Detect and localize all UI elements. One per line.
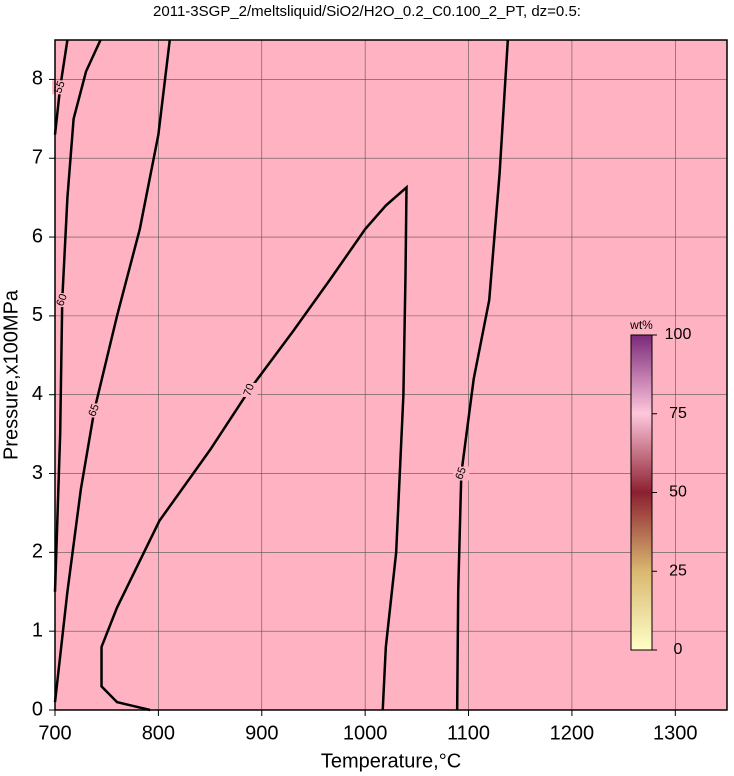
x-tick-label: 1200 (550, 722, 595, 744)
x-tick-label: 900 (245, 722, 278, 744)
contour-label-bg (241, 382, 258, 397)
x-tick-label: 800 (142, 722, 175, 744)
y-tick-label: 6 (32, 225, 43, 247)
contour-label: 55 (52, 79, 67, 95)
colorbar-label: wt% (629, 318, 653, 332)
x-tick-label: 1000 (343, 722, 388, 744)
colorbar-tick-label: 75 (669, 405, 687, 422)
y-tick-label: 0 (32, 698, 43, 720)
contour-label-bg (453, 466, 470, 481)
colorbar-tick-label: 50 (669, 484, 687, 501)
y-tick-label: 7 (32, 147, 43, 169)
y-tick-label: 3 (32, 462, 43, 484)
y-tick-label: 1 (32, 619, 43, 641)
colorbar (630, 334, 653, 651)
contour-line (100, 184, 408, 712)
contour-line (53, 39, 171, 703)
y-tick-label: 2 (32, 541, 43, 563)
y-tick-label: 4 (32, 383, 43, 405)
x-axis-label: Temperature,°C (321, 750, 461, 772)
contour-label-bg (54, 293, 71, 308)
y-tick-label: 8 (32, 68, 43, 90)
contour-label: 65 (453, 466, 468, 482)
contour-label-bg (86, 403, 103, 418)
x-tick-label: 700 (38, 722, 71, 744)
colorbar-tick-label: 25 (669, 562, 687, 579)
contour-label: 65 (86, 403, 101, 419)
contour-line (53, 39, 102, 592)
x-tick-label: 1300 (653, 722, 698, 744)
contour-line (455, 39, 510, 711)
contour-label: 60 (54, 292, 69, 308)
y-tick-label: 5 (32, 304, 43, 326)
plot-frame (54, 39, 728, 711)
colorbar-tick-label: 100 (665, 326, 692, 343)
x-tick-label: 1100 (447, 722, 490, 744)
contour-label: 70 (242, 382, 257, 398)
y-axis-label: Pressure,x100MPa (0, 289, 22, 460)
contour-label-bg (52, 80, 69, 95)
chart-title: 2011-3SGP_2/meltsliquid/SiO2/H2O_0.2_C0.… (153, 3, 581, 20)
colorbar-tick-label: 0 (674, 641, 683, 658)
